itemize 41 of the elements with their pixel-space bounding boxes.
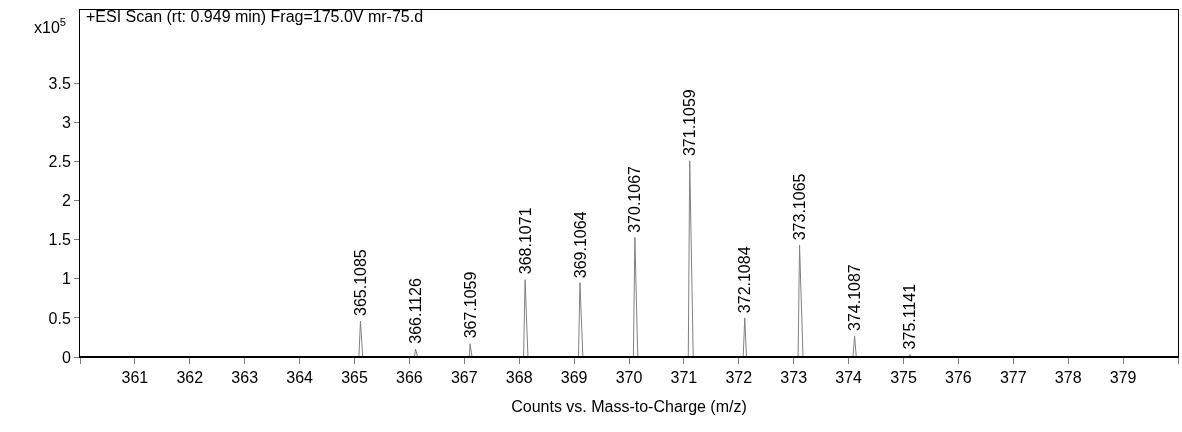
annotation: 370.1067 bbox=[625, 165, 643, 233]
y-tick-label: 0 bbox=[61, 348, 71, 366]
annotation: 367.1059 bbox=[461, 271, 479, 339]
y-tick-label: 3.5 bbox=[48, 75, 71, 93]
annotation: 374.1087 bbox=[846, 264, 864, 331]
text: x10$^{5}$ bbox=[34, 16, 67, 36]
x-tick-label: 376 bbox=[945, 369, 972, 387]
x-tick-label: 368 bbox=[505, 369, 533, 387]
chart-title: +ESI Scan (rt: 0.949 min) Frag=175.0V mr-75.d bbox=[86, 8, 424, 25]
annotation: 375.1141 bbox=[901, 283, 919, 350]
annotation: 372.1084 bbox=[736, 246, 754, 314]
x-tick-label: 375 bbox=[890, 369, 917, 387]
x-tick-label: 377 bbox=[999, 369, 1027, 387]
annotation: 371.1059 bbox=[681, 89, 699, 157]
annotation: 368.1071 bbox=[516, 207, 534, 275]
x-tick-label: 362 bbox=[176, 369, 204, 387]
y-tick-label: 1 bbox=[61, 270, 71, 288]
x-tick-label: 364 bbox=[286, 369, 314, 387]
y-tick-label: 2.5 bbox=[48, 153, 71, 171]
x-tick-label: 367 bbox=[450, 369, 478, 387]
x-tick-label: 372 bbox=[725, 369, 753, 387]
y-tick-label: 1.5 bbox=[48, 231, 71, 249]
annotation: 366.1126 bbox=[407, 278, 425, 344]
x-tick-label: 363 bbox=[231, 369, 259, 387]
x-tick-label: 369 bbox=[560, 369, 588, 387]
x-tick-label: 373 bbox=[780, 369, 808, 387]
annotation: 365.1085 bbox=[351, 249, 369, 317]
y-tick-label: 3 bbox=[61, 114, 71, 132]
x-tick-label: 365 bbox=[341, 369, 368, 387]
x-tick-label: 379 bbox=[1109, 369, 1137, 387]
y-tick-label: 0.5 bbox=[48, 309, 71, 327]
x-tick-label: 366 bbox=[396, 369, 423, 387]
x-tick-label: 371 bbox=[670, 369, 698, 387]
x-axis-title: Counts vs. Mass-to-Charge (m/z) bbox=[511, 397, 747, 415]
x-tick-label: 361 bbox=[121, 369, 149, 387]
y-tick-label: 2 bbox=[61, 192, 71, 210]
x-tick-label: 374 bbox=[835, 369, 863, 387]
x-tick-label: 378 bbox=[1054, 369, 1082, 387]
x-tick-label: 370 bbox=[615, 369, 643, 387]
annotation: 373.1065 bbox=[790, 173, 808, 241]
annotation: 369.1064 bbox=[571, 211, 589, 279]
